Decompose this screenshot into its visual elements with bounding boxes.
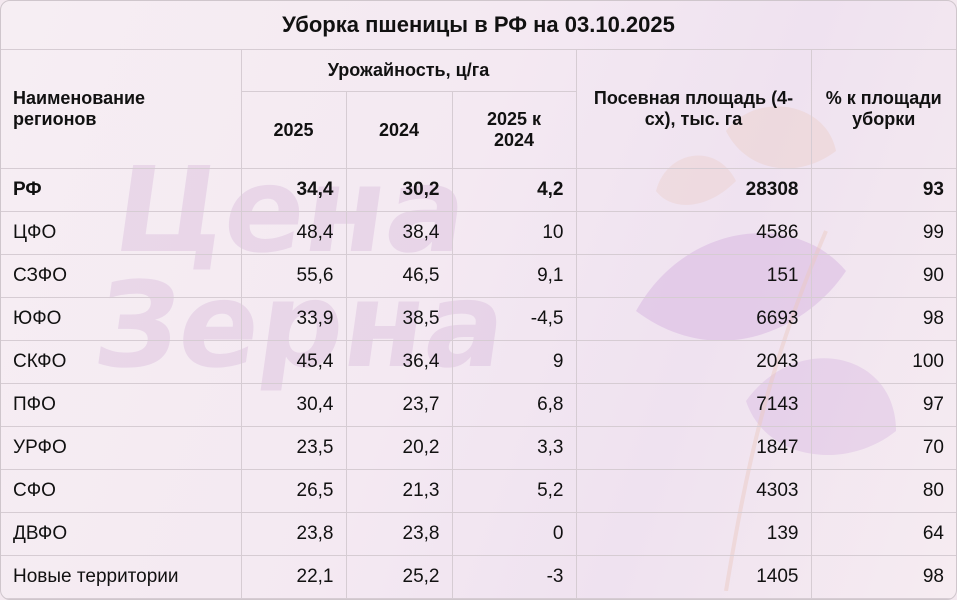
- harvest-table: Наименование регионов Урожайность, ц/га …: [1, 49, 956, 599]
- yield-diff: -3: [451, 555, 577, 599]
- sown-area: 1847: [575, 426, 812, 470]
- harvest-percent: 90: [810, 254, 956, 298]
- yield-diff: -4,5: [451, 297, 577, 341]
- yield-2025: 23,8: [240, 512, 347, 556]
- yield-2024: 36,4: [345, 340, 453, 384]
- yield-2024: 20,2: [345, 426, 453, 470]
- yield-2025: 33,9: [240, 297, 347, 341]
- harvest-percent: 100: [810, 340, 956, 384]
- header-row-1: Наименование регионов Урожайность, ц/га …: [1, 49, 956, 169]
- harvest-percent: 99: [810, 211, 956, 255]
- yield-diff: 4,2: [451, 168, 577, 212]
- yield-2025: 23,5: [240, 426, 347, 470]
- yield-2024: 25,2: [345, 555, 453, 599]
- yield-2024: 46,5: [345, 254, 453, 298]
- harvest-percent: 64: [810, 512, 956, 556]
- yield-2025: 48,4: [240, 211, 347, 255]
- sown-area: 139: [575, 512, 812, 556]
- yield-diff: 3,3: [451, 426, 577, 470]
- harvest-percent: 80: [810, 469, 956, 513]
- table-row: ПФО 30,4 23,7 6,8 7143 97: [1, 383, 956, 427]
- yield-2025: 45,4: [240, 340, 347, 384]
- header-yield-diff: 2025 к 2024: [451, 91, 576, 169]
- region-name: Новые территории: [1, 555, 242, 599]
- header-yield-2024: 2024: [345, 91, 453, 169]
- table-row: ДВФО 23,8 23,8 0 139 64: [1, 512, 956, 556]
- header-row-2: 2025 2024 2025 к 2024: [1, 91, 956, 169]
- harvest-percent: 98: [810, 297, 956, 341]
- sown-area: 2043: [575, 340, 812, 384]
- region-name: ПФО: [1, 383, 242, 427]
- region-name: СЗФО: [1, 254, 242, 298]
- yield-2025: 55,6: [240, 254, 347, 298]
- table-row: СЗФО 55,6 46,5 9,1 151 90: [1, 254, 956, 298]
- table-row-total: РФ 34,4 30,2 4,2 28308 93: [1, 168, 956, 212]
- harvest-percent: 97: [810, 383, 956, 427]
- page-title: Уборка пшеницы в РФ на 03.10.2025: [1, 1, 956, 50]
- yield-2025: 22,1: [240, 555, 347, 599]
- region-name: РФ: [1, 168, 242, 212]
- region-name: ЦФО: [1, 211, 242, 255]
- yield-2024: 21,3: [345, 469, 453, 513]
- yield-diff: 9,1: [451, 254, 577, 298]
- yield-diff: 9: [451, 340, 577, 384]
- sown-area: 4586: [575, 211, 812, 255]
- yield-2025: 34,4: [240, 168, 347, 212]
- table-row: СКФО 45,4 36,4 9 2043 100: [1, 340, 956, 384]
- header-yield-2025: 2025: [241, 91, 347, 169]
- sown-area: 151: [575, 254, 812, 298]
- harvest-percent: 70: [810, 426, 956, 470]
- yield-2024: 23,8: [345, 512, 453, 556]
- region-name: ДВФО: [1, 512, 242, 556]
- table-row: СФО 26,5 21,3 5,2 4303 80: [1, 469, 956, 513]
- table-row: ЮФО 33,9 38,5 -4,5 6693 98: [1, 297, 956, 341]
- harvest-percent: 93: [810, 168, 956, 212]
- region-name: СКФО: [1, 340, 242, 384]
- sown-area: 7143: [575, 383, 812, 427]
- yield-2025: 30,4: [240, 383, 347, 427]
- region-name: СФО: [1, 469, 242, 513]
- table-row: ЦФО 48,4 38,4 10 4586 99: [1, 211, 956, 255]
- yield-2024: 38,5: [345, 297, 453, 341]
- header-sown-area: Посевная площадь (4-сх), тыс. га: [575, 49, 812, 169]
- yield-diff: 5,2: [451, 469, 577, 513]
- region-name: УРФО: [1, 426, 242, 470]
- yield-diff: 6,8: [451, 383, 577, 427]
- header-yield-group: Урожайность, ц/га: [240, 49, 577, 92]
- sown-area: 6693: [575, 297, 812, 341]
- yield-2024: 30,2: [345, 168, 453, 212]
- yield-diff: 0: [451, 512, 577, 556]
- header-harvest-percent: % к площади уборки: [810, 49, 956, 169]
- header-region: Наименование регионов: [1, 49, 242, 169]
- sown-area: 4303: [575, 469, 812, 513]
- sown-area: 1405: [575, 555, 812, 599]
- table-row: Новые территории 22,1 25,2 -3 1405 98: [1, 555, 956, 599]
- yield-2024: 38,4: [345, 211, 453, 255]
- region-name: ЮФО: [1, 297, 242, 341]
- yield-2025: 26,5: [240, 469, 347, 513]
- harvest-percent: 98: [810, 555, 956, 599]
- sown-area: 28308: [575, 168, 812, 212]
- table-row: УРФО 23,5 20,2 3,3 1847 70: [1, 426, 956, 470]
- yield-2024: 23,7: [345, 383, 453, 427]
- yield-diff: 10: [451, 211, 577, 255]
